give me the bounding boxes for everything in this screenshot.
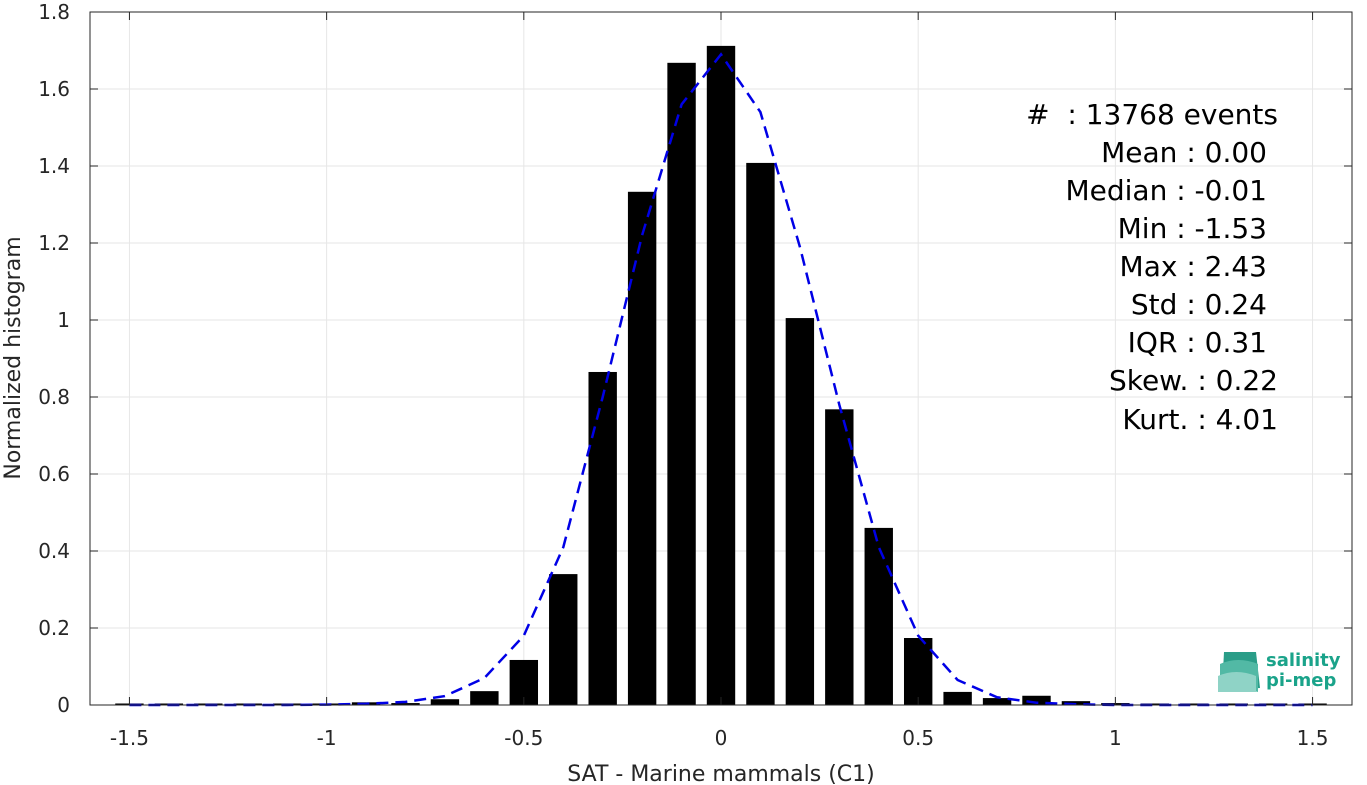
histogram-bar (391, 703, 420, 705)
y-tick-label: 0.8 (38, 385, 70, 409)
histogram-bar (746, 162, 775, 706)
tick-marks (90, 11, 1352, 706)
histogram-bar (549, 574, 578, 705)
logo-line2: pi-mep (1266, 670, 1336, 691)
histogram-bar (706, 45, 736, 705)
histogram-bar (1140, 703, 1170, 705)
histogram-bar (1022, 695, 1051, 705)
y-tick-label: 1.2 (38, 231, 70, 255)
stat-skew: Skew. : 0.22 (1109, 364, 1278, 397)
wave-icon (1218, 652, 1260, 692)
histogram-bar (1258, 703, 1288, 705)
y-tick-label: 0.2 (38, 616, 70, 640)
stat-std: Std : 0.24 (1131, 288, 1267, 321)
histogram-bar (667, 62, 696, 705)
stat-max: Max : 2.43 (1120, 250, 1267, 283)
stats-annotation: # : 13768 events Mean : 0.00 Median : -0… (1026, 98, 1278, 436)
histogram-bar (1180, 703, 1209, 705)
x-tick-label: -1.5 (110, 726, 149, 750)
bars (115, 45, 1327, 706)
x-tick-label: 0.5 (902, 726, 934, 750)
x-tick-label: -1 (317, 726, 337, 750)
histogram-bar (903, 638, 933, 705)
y-axis-label: Normalized histogram (1, 236, 26, 479)
histogram-bar (785, 318, 815, 705)
stat-kurt: Kurt. : 4.01 (1122, 403, 1278, 436)
stat-iqr: IQR : 0.31 (1128, 326, 1267, 359)
salinity-pi-mep-logo: salinity pi-mep (1218, 650, 1341, 692)
histogram-bar (588, 371, 617, 705)
x-tick-label: 1.5 (1297, 726, 1329, 750)
stat-min: Min : -1.53 (1118, 212, 1267, 245)
y-tick-label: 1.4 (38, 154, 70, 178)
stat-mean: Mean : 0.00 (1101, 136, 1267, 169)
histogram-bar (864, 527, 893, 705)
histogram-bar (627, 191, 657, 706)
histogram-bar (982, 698, 1012, 705)
stat-count: # : 13768 events (1026, 98, 1278, 131)
histogram-bar (470, 691, 499, 705)
x-tick-labels: -1.5 -1 -0.5 0 0.5 1 1.5 (110, 726, 1329, 750)
y-tick-label: 0 (57, 693, 70, 717)
y-tick-label: 1.6 (38, 77, 70, 101)
x-tick-label: 1 (1109, 726, 1122, 750)
y-tick-label: 1.8 (38, 0, 70, 24)
y-tick-label: 1 (57, 308, 70, 332)
x-tick-label: -0.5 (504, 726, 543, 750)
x-tick-label: 0 (715, 726, 728, 750)
stat-median: Median : -0.01 (1065, 174, 1267, 207)
histogram-bar (825, 409, 854, 705)
y-tick-label: 0.4 (38, 539, 70, 563)
histogram-bar (1219, 703, 1248, 705)
x-axis-label: SAT - Marine mammals (C1) (567, 762, 875, 785)
histogram-bar (430, 699, 460, 705)
logo-line1: salinity (1266, 650, 1341, 671)
y-tick-labels: 0 0.2 0.4 0.6 0.8 1 1.2 1.4 1.6 1.8 (38, 0, 70, 717)
histogram-bar (943, 691, 972, 705)
y-tick-label: 0.6 (38, 462, 70, 486)
